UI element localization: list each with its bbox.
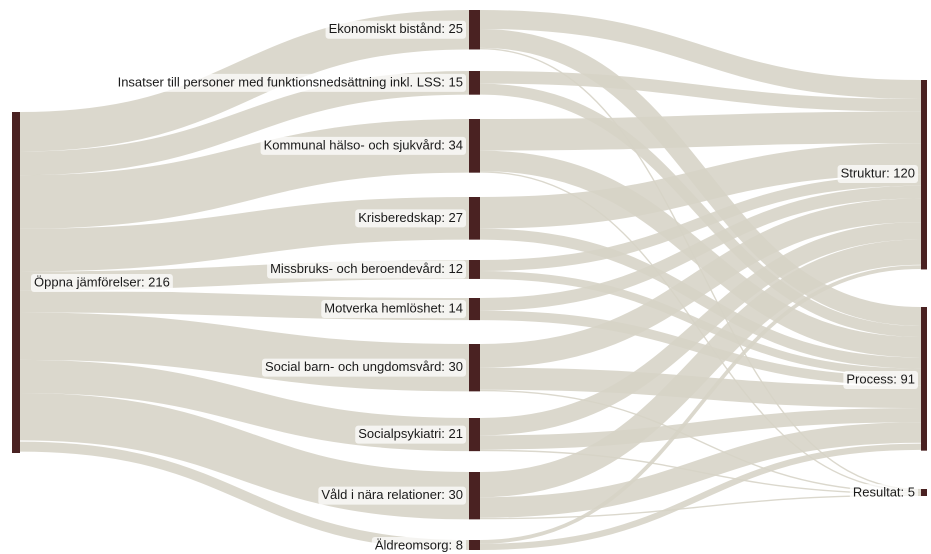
link-aldr-pro [479, 443, 922, 550]
link-lss-str [479, 71, 922, 112]
label-bg-kris [355, 209, 466, 228]
node-hs[interactable] [469, 119, 480, 173]
label-hs: Kommunal hälso- och sjukvård: 34 [264, 137, 463, 152]
label-bg-lss [114, 73, 466, 92]
label-kris: Krisberedskap: 27 [358, 210, 463, 225]
label-barn: Social barn- och ungdomsvård: 30 [265, 359, 463, 374]
node-miss[interactable] [469, 260, 480, 279]
node-barn[interactable] [469, 344, 480, 392]
link-hs-str [479, 111, 922, 151]
node-psyk[interactable] [469, 418, 480, 452]
label-bg-pro [843, 371, 918, 389]
node-aldr[interactable] [469, 540, 480, 550]
link-vald-res [479, 494, 922, 520]
label-vald: Våld i nära relationer: 30 [321, 487, 463, 502]
link-vald-pro [479, 422, 922, 518]
label-lss: Insatser till personer med funktionsneds… [118, 74, 463, 89]
link-barn-pro [479, 367, 922, 409]
link-barn-res [479, 389, 922, 494]
label-eko: Ekonomiskt bistånd: 25 [329, 21, 463, 36]
label-psyk: Socialpsykiatri: 21 [358, 426, 463, 441]
link-psyk-str [479, 222, 922, 436]
label-bg-psyk [355, 425, 466, 444]
label-bg-src [31, 274, 173, 292]
link-miss-str [479, 174, 922, 272]
link-hem-str [479, 185, 922, 311]
node-hem[interactable] [469, 298, 480, 321]
node-res[interactable] [921, 489, 927, 496]
link-barn-str [479, 198, 922, 368]
label-bg-res [849, 484, 918, 502]
label-res: Resultat: 5 [853, 484, 915, 499]
link-eko-str [479, 10, 922, 99]
label-bg-barn [261, 358, 466, 377]
node-str[interactable] [921, 80, 927, 270]
label-bg-vald [318, 486, 466, 505]
label-hem: Motverka hemlöshet: 14 [324, 300, 463, 315]
link-hem-pro [479, 310, 922, 386]
label-miss: Missbruks- och beroendevård: 12 [270, 261, 463, 276]
label-aldr: Äldreomsorg: 8 [375, 537, 463, 552]
label-src: Öppna jämförelser: 216 [34, 274, 170, 289]
link-psyk-pro [479, 408, 922, 450]
link-lss-pro [479, 83, 922, 337]
node-src[interactable] [12, 112, 20, 453]
label-bg-hs [260, 136, 466, 155]
node-pro[interactable] [921, 307, 927, 451]
label-bg-hem [321, 300, 466, 319]
label-bg-str [837, 165, 918, 183]
label-bg-eko [325, 20, 466, 39]
link-kris-pro [479, 228, 922, 369]
node-lss[interactable] [469, 71, 480, 95]
label-pro: Process: 91 [846, 371, 915, 386]
sankey-nodes [12, 10, 927, 550]
sankey-links [19, 10, 922, 550]
label-bg-miss [267, 260, 466, 279]
node-eko[interactable] [469, 10, 480, 50]
sankey-labels: Öppna jämförelser: 216 Ekonomiskt bistånd… [31, 20, 918, 554]
label-bg-aldr [371, 537, 466, 554]
link-kris-str [479, 143, 922, 229]
node-vald[interactable] [469, 472, 480, 520]
node-kris[interactable] [469, 197, 480, 240]
label-str: Struktur: 120 [841, 165, 915, 180]
link-vald-str [479, 239, 922, 498]
link-aldr-str [479, 265, 922, 544]
